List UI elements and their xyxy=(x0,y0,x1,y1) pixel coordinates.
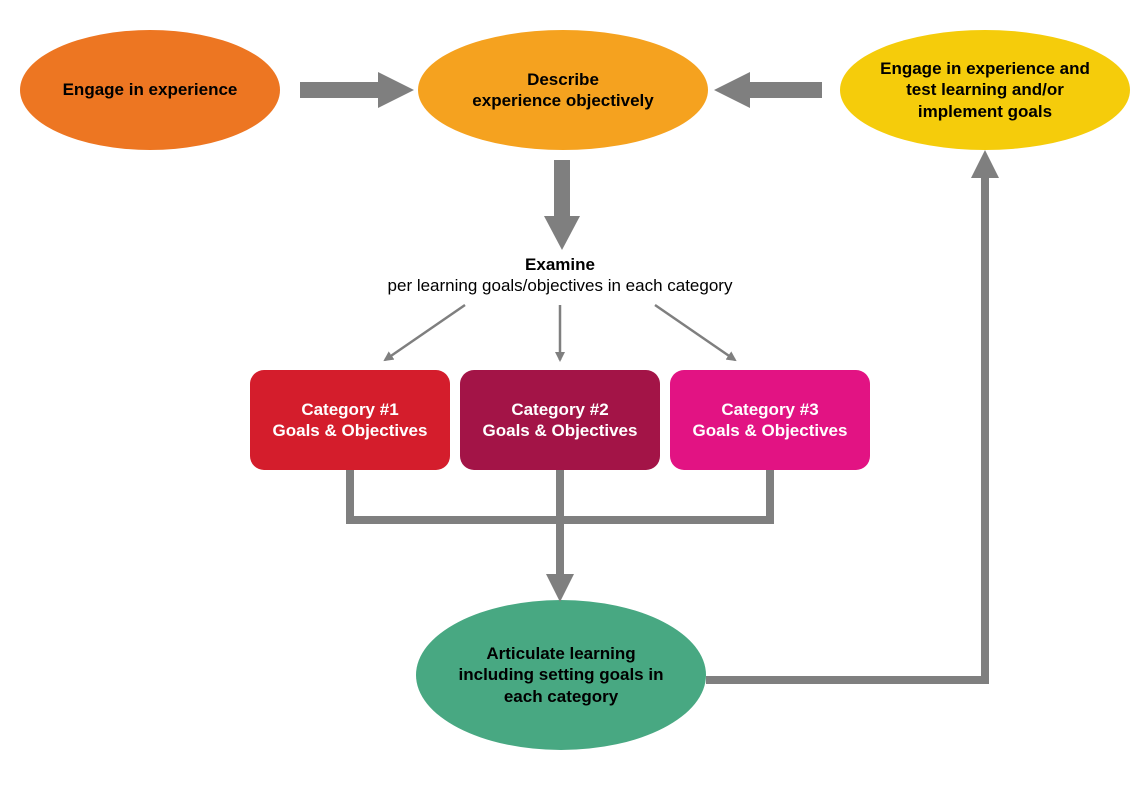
node-describe-line1: Describe xyxy=(438,69,688,90)
node-engage-test-label: Engage in experience and test learning a… xyxy=(860,58,1110,122)
arrowhead-merge-down xyxy=(546,574,574,602)
node-examine-line1: Examine xyxy=(340,254,780,275)
arrow-examine-to-cat3 xyxy=(655,305,735,360)
arrowhead-elbow-up xyxy=(971,150,999,178)
node-articulate-line2: including setting goals in xyxy=(436,664,686,685)
node-category-1: Category #1 Goals & Objectives xyxy=(250,370,450,470)
node-engage-test-line2: test learning and/or xyxy=(860,79,1110,100)
node-engage: Engage in experience xyxy=(20,30,280,150)
arrow-engage-to-describe xyxy=(300,72,414,108)
node-category-3-label: Category #3 Goals & Objectives xyxy=(693,399,848,442)
arrow-examine-to-cat1 xyxy=(385,305,465,360)
node-articulate-line3: each category xyxy=(436,686,686,707)
node-category-2-label: Category #2 Goals & Objectives xyxy=(483,399,638,442)
node-category-3-line1: Category #3 xyxy=(693,399,848,420)
arrow-describe-to-examine xyxy=(544,160,580,250)
node-category-2-line2: Goals & Objectives xyxy=(483,420,638,441)
arrow-engagetest-to-describe xyxy=(714,72,822,108)
node-describe-line2: experience objectively xyxy=(438,90,688,111)
node-describe-label: Describe experience objectively xyxy=(438,69,688,112)
node-engage-test: Engage in experience and test learning a… xyxy=(840,30,1130,150)
node-describe: Describe experience objectively xyxy=(418,30,708,150)
node-articulate-label: Articulate learning including setting go… xyxy=(436,643,686,707)
node-engage-label: Engage in experience xyxy=(40,79,260,100)
node-category-1-line1: Category #1 xyxy=(273,399,428,420)
node-category-2-line1: Category #2 xyxy=(483,399,638,420)
node-category-1-line2: Goals & Objectives xyxy=(273,420,428,441)
node-examine: Examine per learning goals/objectives in… xyxy=(340,254,780,298)
node-articulate: Articulate learning including setting go… xyxy=(416,600,706,750)
node-category-3-line2: Goals & Objectives xyxy=(693,420,848,441)
node-articulate-line1: Articulate learning xyxy=(436,643,686,664)
node-engage-test-line1: Engage in experience and xyxy=(860,58,1110,79)
node-examine-line2: per learning goals/objectives in each ca… xyxy=(340,275,780,296)
node-engage-test-line3: implement goals xyxy=(860,101,1110,122)
node-category-1-label: Category #1 Goals & Objectives xyxy=(273,399,428,442)
node-category-2: Category #2 Goals & Objectives xyxy=(460,370,660,470)
node-category-3: Category #3 Goals & Objectives xyxy=(670,370,870,470)
arrow-categories-to-articulate xyxy=(346,470,774,576)
diagram-canvas: Engage in experience Describe experience… xyxy=(0,0,1140,788)
